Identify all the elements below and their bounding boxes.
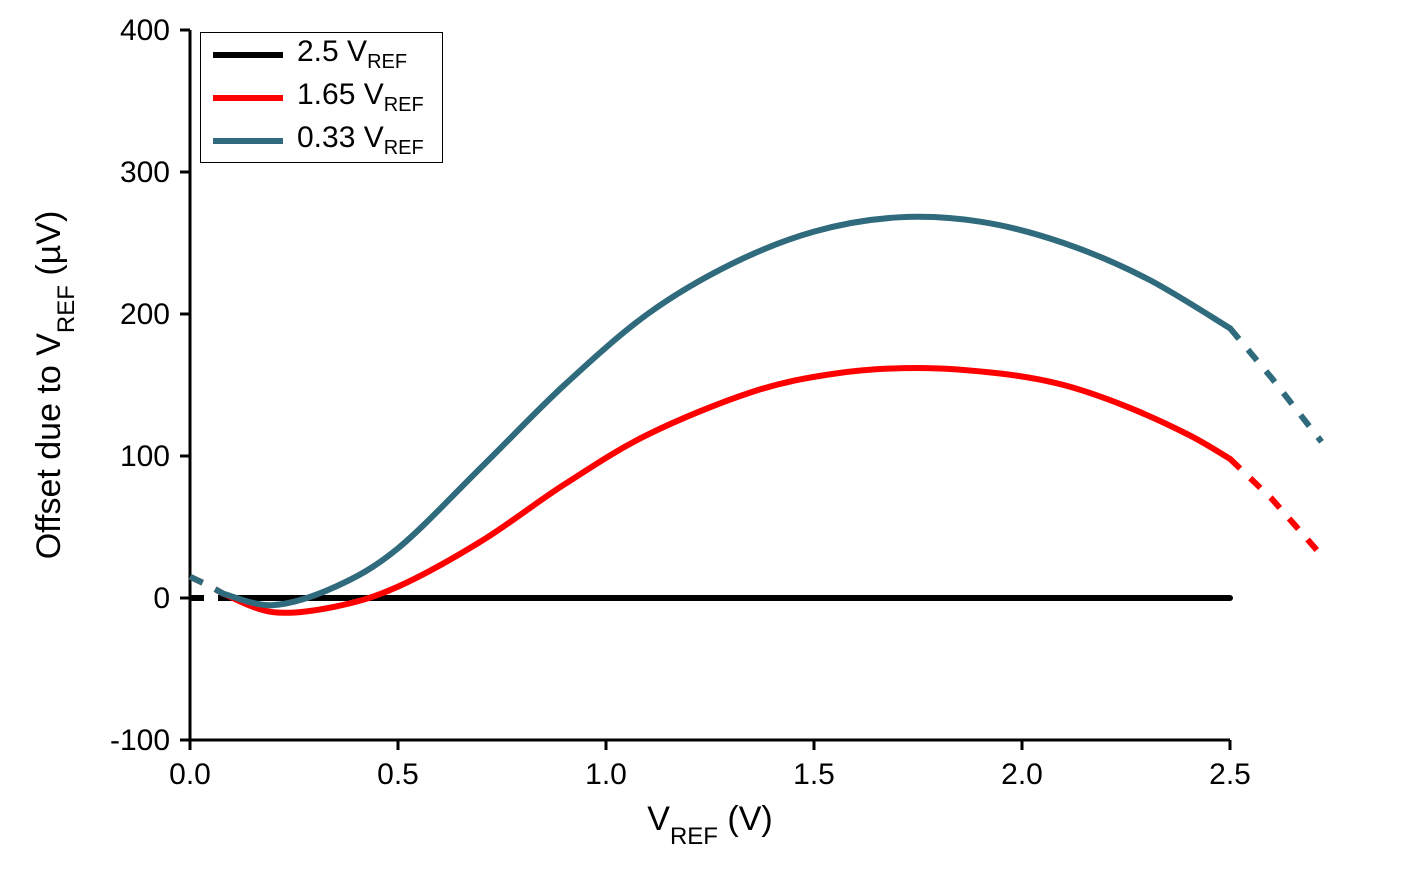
chart-container: 0.0 0.5 1.0 1.5 2.0 2.5 -100 0 100 200 300 400 VREF … xyxy=(0,0,1409,872)
legend-swatch xyxy=(213,52,283,58)
axis-label: VREF (V) xyxy=(647,800,772,850)
series-s_teal-head xyxy=(190,577,223,594)
y-tick-label: 0 xyxy=(153,582,170,615)
legend-label-sub: REF xyxy=(384,137,424,159)
legend-label-main: 2.5 V xyxy=(297,35,367,68)
axis-label: Offset due to VREF (µV) xyxy=(30,211,80,560)
legend-item-s_black: 2.5 VREF xyxy=(201,33,442,76)
legend: 2.5 VREF1.65 VREF0.33 VREF xyxy=(200,32,443,163)
legend-label-sub: REF xyxy=(367,51,407,73)
series-s_red xyxy=(223,368,1230,613)
legend-label: 1.65 VREF xyxy=(297,78,424,117)
series-s_teal-tail xyxy=(1230,328,1322,442)
legend-swatch xyxy=(213,95,283,101)
legend-item-s_red: 1.65 VREF xyxy=(201,76,442,119)
x-tick-label: 2.5 xyxy=(1209,758,1251,791)
x-tick-label: 2.0 xyxy=(1001,758,1043,791)
legend-swatch xyxy=(213,138,283,144)
legend-label-sub: REF xyxy=(384,94,424,116)
y-tick-label: -100 xyxy=(110,724,170,757)
y-tick-label: 100 xyxy=(120,440,170,473)
x-tick-label: 0.0 xyxy=(169,758,211,791)
x-tick-label: 1.0 xyxy=(585,758,627,791)
x-tick-label: 0.5 xyxy=(377,758,419,791)
legend-label: 0.33 VREF xyxy=(297,121,424,160)
legend-label-main: 0.33 V xyxy=(297,121,384,154)
series-s_red-tail xyxy=(1230,459,1322,556)
y-tick-label: 300 xyxy=(120,156,170,189)
legend-label: 2.5 VREF xyxy=(297,35,407,74)
y-tick-label: 400 xyxy=(120,14,170,47)
x-tick-label: 1.5 xyxy=(793,758,835,791)
legend-item-s_teal: 0.33 VREF xyxy=(201,119,442,162)
legend-label-main: 1.65 V xyxy=(297,78,384,111)
y-tick-label: 200 xyxy=(120,298,170,331)
series-s_teal xyxy=(223,217,1230,605)
